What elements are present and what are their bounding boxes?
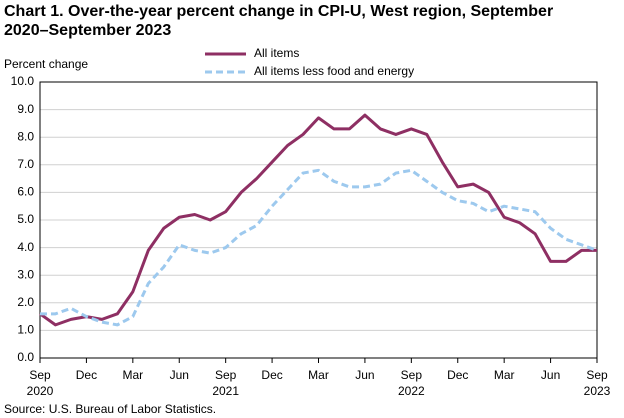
x-tick-year: 2023 — [584, 384, 611, 398]
chart-title: Chart 1. Over-the-year percent change in… — [4, 3, 554, 39]
x-tick-label: Sep — [586, 368, 608, 382]
y-tick-label: 10.0 — [11, 74, 35, 88]
x-tick-label: Jun — [541, 368, 560, 382]
x-tick-label: Jun — [355, 368, 374, 382]
source-note: Source: U.S. Bureau of Labor Statistics. — [4, 402, 216, 416]
y-tick-label: 4.0 — [17, 240, 34, 254]
x-tick-label: Sep — [401, 368, 423, 382]
series-line — [40, 168, 598, 327]
x-tick-label: Jun — [170, 368, 189, 382]
y-tick-label: 6.0 — [17, 185, 34, 199]
x-tick-label: Mar — [494, 368, 515, 382]
y-tick-label: 7.0 — [17, 157, 34, 171]
y-tick-label: 5.0 — [17, 212, 34, 226]
x-tick-year: 2022 — [398, 384, 425, 398]
y-tick-label: 3.0 — [17, 267, 34, 281]
series-line — [39, 113, 597, 327]
x-tick-year: 2020 — [27, 384, 54, 398]
x-tick-label: Mar — [122, 368, 143, 382]
x-tick-label: Dec — [447, 368, 468, 382]
y-tick-label: 1.0 — [17, 323, 34, 337]
x-tick-label: Dec — [76, 368, 97, 382]
x-tick-label: Mar — [308, 368, 329, 382]
x-tick-label: Dec — [261, 368, 282, 382]
legend-label: All items less food and energy — [254, 64, 414, 78]
y-tick-label: 9.0 — [17, 102, 34, 116]
x-tick-label: Sep — [29, 368, 51, 382]
x-tick-label: Sep — [215, 368, 237, 382]
legend-label: All items — [254, 46, 299, 60]
x-tick-year: 2021 — [212, 384, 239, 398]
y-tick-label: 2.0 — [17, 295, 34, 309]
y-tick-label: 0.0 — [17, 350, 34, 364]
y-tick-label: 8.0 — [17, 129, 34, 143]
y-axis-label: Percent change — [4, 57, 88, 71]
